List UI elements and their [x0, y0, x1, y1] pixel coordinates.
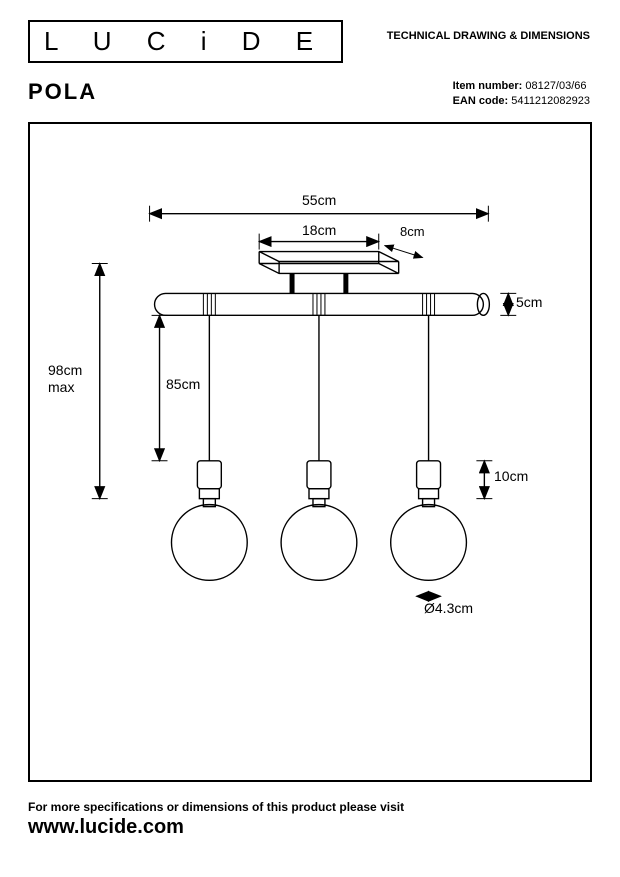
footer-text: For more specifications or dimensions of… — [28, 800, 592, 814]
dim-socket-diameter: Ø4.3cm — [424, 600, 473, 616]
brand-logo: L U C i D E — [28, 20, 343, 63]
ean-code: 5411212082923 — [511, 95, 590, 107]
dim-mount-depth: 8cm — [400, 224, 425, 239]
footer-url: www.lucide.com — [28, 816, 592, 839]
dim-mount-width: 18cm — [302, 222, 336, 238]
dim-socket-height: 10cm — [494, 468, 528, 484]
item-number: 08127/03/66 — [525, 80, 586, 92]
item-info: Item number: 08127/03/66 EAN code: 54112… — [453, 79, 590, 110]
product-name: POLA — [28, 79, 97, 110]
footer: For more specifications or dimensions of… — [0, 792, 620, 839]
item-number-label: Item number: — [453, 80, 523, 92]
dim-bar-diameter: 5cm — [516, 294, 542, 310]
doc-type: TECHNICAL DRAWING & DIMENSIONS — [387, 20, 590, 42]
dim-total-width: 55cm — [302, 192, 336, 208]
dim-total-height: 98cm max — [48, 362, 82, 396]
drawing-frame: 55cm 18cm 8cm 5cm 98cm max 85cm 10cm Ø4.… — [28, 122, 592, 782]
dim-cord-length: 85cm — [166, 376, 200, 392]
ean-label: EAN code: — [453, 95, 509, 107]
